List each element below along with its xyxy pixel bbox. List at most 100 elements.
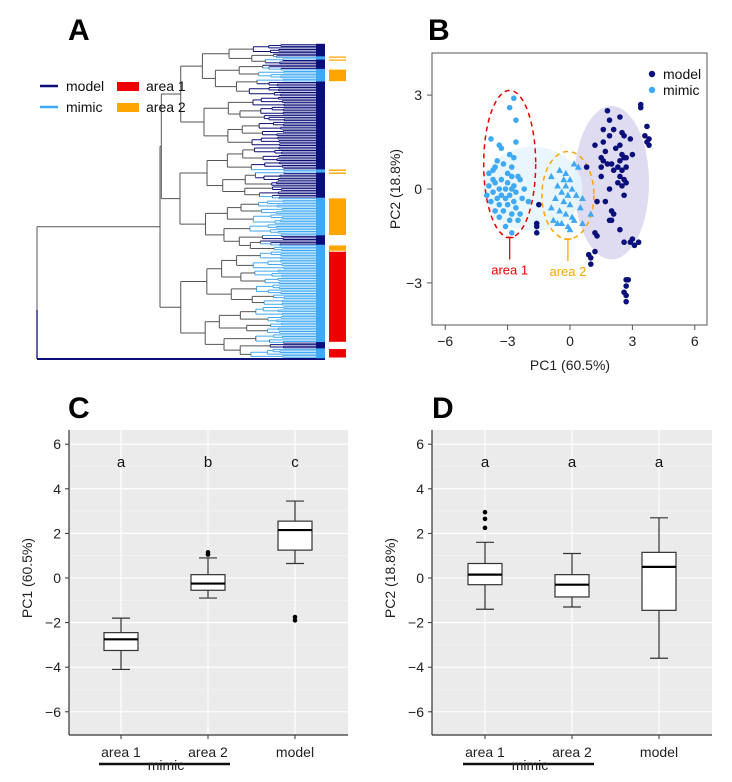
point-mimic-area-1 <box>502 195 509 202</box>
outlier-point <box>482 516 488 522</box>
point-mimic-area-2 <box>549 216 557 223</box>
point-mimic-area-1 <box>508 186 515 192</box>
area-strip-area1 <box>329 251 346 342</box>
significance-letter: a <box>117 454 126 471</box>
point-model <box>594 198 600 205</box>
point-mimic-area-1 <box>504 201 511 208</box>
point-mimic-area-1 <box>490 176 496 183</box>
point-model <box>623 179 629 186</box>
box-model <box>277 520 313 551</box>
point-model <box>615 164 621 170</box>
point-model <box>623 164 629 170</box>
point-model <box>533 223 540 230</box>
point-mimic-area-2 <box>547 204 555 211</box>
point-mimic-area-1 <box>504 170 511 177</box>
point-model <box>600 139 607 145</box>
group-label-mimic: mimic <box>512 757 549 773</box>
x-axis-label: PC1 (60.5%) <box>530 357 610 373</box>
y-axis-label: PC2 (18.8%) <box>387 149 403 229</box>
scatter-points <box>484 95 652 305</box>
point-mimic-area-1 <box>513 139 519 145</box>
point-model <box>610 211 617 217</box>
point-mimic-area-2 <box>556 207 563 214</box>
point-mimic-area-1 <box>500 208 507 214</box>
area-strip-area2 <box>329 198 346 236</box>
panel-letter-a: A <box>68 14 90 47</box>
point-model <box>588 255 594 261</box>
point-mimic-area-1 <box>490 189 496 195</box>
outlier-point <box>482 509 488 515</box>
point-mimic-area-1 <box>498 192 505 199</box>
point-model <box>617 142 623 148</box>
annotations: area 1 area 2 <box>491 236 586 279</box>
point-model <box>625 276 632 283</box>
legend-label-area2: area 2 <box>146 99 186 115</box>
point-model <box>623 298 629 305</box>
significance-letter: a <box>481 454 490 471</box>
area-strip-area1 <box>329 349 346 358</box>
point-model <box>600 126 607 133</box>
point-model <box>617 158 623 164</box>
point-model <box>600 158 607 164</box>
y-tick-label: 2 <box>53 525 61 541</box>
point-mimic-area-1 <box>513 189 519 195</box>
point-mimic-area-1 <box>500 161 507 167</box>
point-model <box>635 239 642 246</box>
x-tick-label: area 1 <box>101 744 141 760</box>
point-model <box>615 179 621 186</box>
point-model <box>637 104 644 111</box>
annotation-label: area 1 <box>491 263 528 278</box>
point-mimic-area-2 <box>570 216 578 223</box>
point-mimic-area-2 <box>554 182 561 189</box>
x-tick-label: 0 <box>566 333 574 349</box>
outlier-point <box>205 550 211 555</box>
point-mimic-area-1 <box>498 176 505 183</box>
y-tick-label: 6 <box>53 436 61 452</box>
area-strip-area2 <box>329 69 346 82</box>
dendrogram-legend: model mimic area 1 area 2 <box>40 78 186 115</box>
point-model <box>606 132 613 139</box>
legend-marker-model <box>648 70 656 78</box>
point-mimic-area-1 <box>508 164 515 170</box>
plot-area: −6 −4 −2 0 2 4 6 area 1 a area 2 b model c <box>45 430 348 766</box>
point-model <box>629 151 636 158</box>
point-mimic-area-2 <box>579 219 586 227</box>
outlier-point <box>292 618 298 623</box>
point-mimic-area-1 <box>508 211 515 217</box>
point-mimic-area-2 <box>562 182 570 189</box>
panel-d-boxplot: −6 −4 −2 0 2 4 6 area 1 a area 2 a model a PC2 (18.8… <box>382 430 712 773</box>
point-mimic-area-2 <box>564 191 572 198</box>
group-label-mimic: mimic <box>148 757 185 773</box>
significance-letter: a <box>655 454 664 471</box>
point-model <box>598 173 604 180</box>
point-model <box>602 148 609 155</box>
point-mimic-area-2 <box>572 191 580 198</box>
point-model <box>617 173 623 180</box>
y-tick-label: 6 <box>416 436 424 452</box>
point-mimic-area-1 <box>496 214 503 220</box>
point-mimic-area-1 <box>511 95 517 102</box>
box-area-1 <box>103 632 139 652</box>
point-mimic-area-2 <box>560 176 568 183</box>
point-model <box>623 292 629 299</box>
point-model <box>646 142 652 148</box>
panel-letter-c: C <box>68 392 90 425</box>
point-model <box>592 248 598 255</box>
x-tick-label: model <box>276 744 314 760</box>
point-mimic-area-1 <box>492 208 498 214</box>
point-model <box>623 283 629 289</box>
point-mimic-area-2 <box>556 166 563 173</box>
point-mimic-area-2 <box>579 194 586 201</box>
legend-label-model: model <box>66 78 104 94</box>
point-model <box>617 226 623 233</box>
point-mimic-area-1 <box>508 230 515 236</box>
point-mimic-area-1 <box>508 173 515 180</box>
x-tick-label: area 1 <box>465 744 505 760</box>
point-mimic-area-1 <box>502 186 509 192</box>
box-area-2 <box>190 574 226 591</box>
scatter-legend: model mimic <box>648 66 701 98</box>
point-mimic-area-1 <box>506 192 513 199</box>
point-mimic-area-1 <box>517 176 523 183</box>
point-mimic-area-2 <box>570 160 578 167</box>
y-tick-label: 4 <box>416 481 424 497</box>
